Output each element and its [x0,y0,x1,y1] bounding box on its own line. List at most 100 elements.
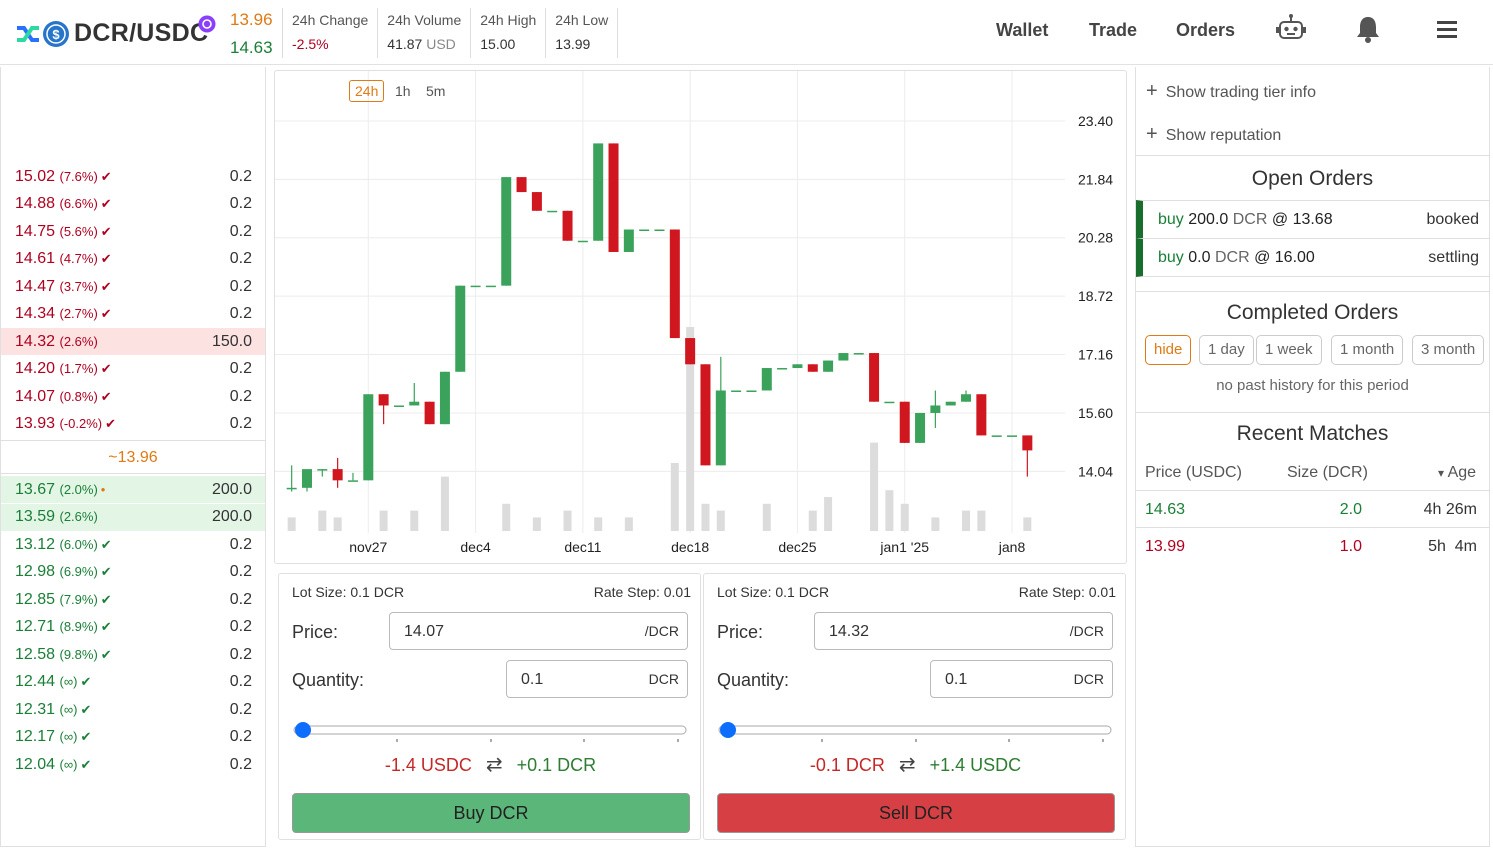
order-quantity: 0.2 [229,700,252,718]
x-tick-label: nov27 [349,539,387,555]
col-size-header[interactable]: Size (DCR) [1287,464,1368,481]
buy-order-row[interactable]: 12.98 (6.9%) ✔ 0.2 [1,559,265,586]
rate-percent: (4.7%) [59,251,98,266]
nav-wallet[interactable]: Wallet [996,20,1049,40]
rate-value: 12.58 [15,645,56,663]
nav-trade[interactable]: Trade [1089,20,1138,40]
show-tier-toggle[interactable]: + Show trading tier info [1146,80,1316,103]
order-rate: 12.85 (7.9%) ✔ [15,591,112,609]
show-reputation-toggle[interactable]: + Show reputation [1146,123,1281,146]
sell-order-row[interactable]: 13.93 (-0.2%) ✔ 0.2 [1,411,265,438]
candle-body [930,405,941,413]
top-header: $ DCR/USDC 13.96 14.63 24h Change -2.5% … [0,0,1493,65]
sell-order-row[interactable]: 14.32 (2.6%) 150.0 [1,328,265,355]
buy-order-row[interactable]: 12.04 (∞) ✔ 0.2 [1,751,265,778]
sell-order-row[interactable]: 15.02 (7.6%) ✔ 0.2 [1,163,265,190]
buy-order-row[interactable]: 12.58 (9.8%) ✔ 0.2 [1,641,265,668]
candle-body [915,412,926,443]
period-3-month[interactable]: 3 month [1412,335,1485,365]
buy-order-row[interactable]: 12.85 (7.9%) ✔ 0.2 [1,586,265,613]
candle-body [485,285,496,288]
buy-order-row[interactable]: 12.31 (∞) ✔ 0.2 [1,696,265,723]
rate-percent: (1.7%) [59,361,98,376]
order-rate: 14.34 (2.7%) ✔ [15,305,112,323]
rate-percent: (6.6%) [59,196,98,211]
match-age: 4h 26m [1423,501,1477,518]
right-panel: + Show trading tier info + Show reputation… [1135,67,1490,847]
buy-order-row[interactable]: 12.17 (∞) ✔ 0.2 [1,724,265,751]
order-quantity: 0.2 [229,250,252,267]
sell-quantity-slider[interactable] [717,721,1113,751]
col-age-header[interactable]: ▾ Age [1438,464,1476,482]
stat-24h-high: 24h High 15.00 [470,8,545,58]
order-rate: @ 16.00 [1254,249,1315,266]
rate-step: Rate Step: 0.01 [593,584,691,600]
slider-thumb[interactable] [720,722,736,738]
sell-button[interactable]: Sell DCR [717,793,1115,833]
x-tick-label: dec11 [564,539,601,555]
candle-chart[interactable]: 23.40 21.84 20.28 18.72 17.16 15.60 14.04 nov27… [275,71,1126,563]
sell-order-row[interactable]: 14.75 (5.6%) ✔ 0.2 [1,218,265,245]
buy-order-row[interactable]: 13.59 (2.6%) 200.0 [1,503,265,531]
sell-order-row[interactable]: 14.07 (0.8%) ✔ 0.2 [1,383,265,410]
check-icon: ✔ [80,674,92,689]
swap-arrows-icon: ⇄ [898,754,916,776]
buy-order-row[interactable]: 12.44 (∞) ✔ 0.2 [1,669,265,696]
robot-icon[interactable] [1274,12,1308,46]
bell-icon[interactable] [1351,12,1385,46]
order-side: buy [1158,249,1184,266]
sell-order-row[interactable]: 14.88 (6.6%) ✔ 0.2 [1,191,265,218]
volume-bar [824,497,833,531]
sell-price-input[interactable]: 14.32 /DCR [814,612,1113,650]
buy-order-row[interactable]: 12.71 (8.9%) ✔ 0.2 [1,614,265,641]
timeframe-1h[interactable]: 1h [395,83,411,99]
nav-orders[interactable]: Orders [1176,20,1236,40]
sell-quantity-input[interactable]: 0.1 DCR [930,660,1113,698]
buy-quantity-slider[interactable] [292,721,688,751]
order-rate: @ 13.68 [1271,211,1333,228]
period-1-month[interactable]: 1 month [1331,335,1404,365]
candle-body [1022,435,1033,451]
col-price-header[interactable]: Price (USDC) [1145,464,1242,481]
open-order-row[interactable]: buy 0.0 DCR @ 16.00 settling [1136,238,1489,277]
candle-body [501,177,512,286]
order-rate: 12.98 (6.9%) ✔ [15,563,112,581]
order-status: booked [1426,211,1480,228]
menu-icon[interactable] [1430,12,1464,46]
buy-order-row[interactable]: 13.12 (6.0%) ✔ 0.2 [1,531,265,558]
period-1-week[interactable]: 1 week [1256,335,1322,365]
timeframe-5m[interactable]: 5m [426,83,446,99]
rate-percent: (∞) [59,729,78,744]
volume-bar [885,490,894,531]
volume-bar [931,517,940,531]
sell-order-row[interactable]: 14.61 (4.7%) ✔ 0.2 [1,246,265,273]
order-rate: 14.32 (2.6%) [15,333,101,351]
sell-order-row[interactable]: 14.47 (3.7%) ✔ 0.2 [1,273,265,300]
open-order-row[interactable]: buy 200.0 DCR @ 13.68 booked [1136,200,1489,238]
period-1-day[interactable]: 1 day [1199,335,1254,365]
volume-bar [1023,517,1032,531]
buy-order-row[interactable]: 13.67 (2.0%) • 200.0 [1,476,265,503]
order-quantity: 0.2 [229,645,252,663]
y-tick-label: 18.72 [1078,288,1113,304]
volume-bar [900,503,909,531]
slider-thumb[interactable] [295,722,311,738]
volume-bar [594,517,603,531]
buy-button[interactable]: Buy DCR [292,793,690,833]
sell-order-row[interactable]: 14.34 (2.7%) ✔ 0.2 [1,301,265,328]
volume-bar [440,476,449,531]
conversion-in: +0.1 DCR [516,755,597,775]
y-tick-label: 17.16 [1078,347,1113,363]
buy-price-input[interactable]: 14.07 /DCR [389,612,688,650]
rate-value: 12.71 [15,618,56,635]
check-icon: ✔ [100,223,112,239]
candle-body [669,229,680,339]
market-stats: 24h Change -2.5% 24h Volume 41.87 USD 24… [282,8,619,58]
svg-text:$: $ [52,27,60,42]
candle-body [715,390,726,466]
sell-order-row[interactable]: 14.20 (1.7%) ✔ 0.2 [1,356,265,383]
buy-quantity-input[interactable]: 0.1 DCR [506,660,688,698]
order-quantity: 0.2 [229,673,252,690]
timeframe-24h[interactable]: 24h [349,80,385,102]
period-hide[interactable]: hide [1145,335,1192,365]
